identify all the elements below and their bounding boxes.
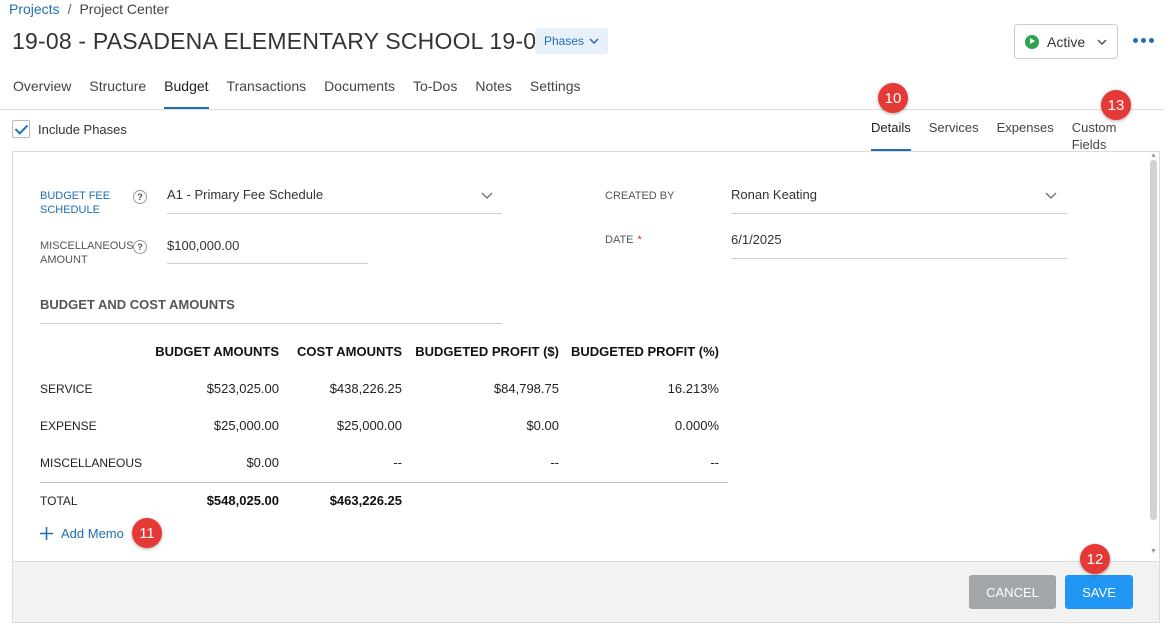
subtab-custom-fields[interactable]: Custom Fields	[1071, 120, 1117, 152]
status-dropdown[interactable]: Active	[1014, 24, 1118, 59]
tab-structure[interactable]: Structure	[89, 78, 147, 94]
scroll-down-icon[interactable]: ▼	[1150, 548, 1157, 555]
tab-transactions[interactable]: Transactions	[226, 78, 307, 94]
chevron-down-icon	[589, 38, 599, 44]
tab-settings[interactable]: Settings	[529, 78, 581, 94]
include-phases-label: Include Phases	[38, 121, 127, 137]
help-icon[interactable]: ?	[133, 190, 147, 204]
subtab-expenses[interactable]: Expenses	[996, 120, 1054, 135]
table-cell: --	[393, 455, 402, 470]
tab-overview[interactable]: Overview	[13, 78, 72, 94]
tab-documents[interactable]: Documents	[324, 78, 395, 94]
table-cell: --	[710, 455, 719, 470]
subtab-services[interactable]: Services	[928, 120, 979, 135]
add-memo-label: Add Memo	[61, 526, 124, 541]
col-header-profit-percent: BUDGETED PROFIT (%)	[570, 344, 719, 359]
budget-fee-schedule-select[interactable]: A1 - Primary Fee Schedule	[167, 187, 324, 202]
field-underline	[167, 213, 502, 214]
annotation-badge: 11	[132, 518, 162, 548]
play-status-icon	[1025, 34, 1039, 49]
misc-amount-input[interactable]: $100,000.00	[167, 238, 240, 253]
table-cell: $438,226.25	[329, 381, 402, 396]
created-by-select[interactable]: Ronan Keating	[731, 187, 818, 202]
table-cell: $523,025.00	[206, 381, 279, 396]
details-panel	[12, 151, 1160, 561]
breadcrumb: Projects / Project Center	[9, 0, 169, 18]
add-memo-button[interactable]: Add Memo	[40, 526, 124, 541]
col-header-cost: COST AMOUNTS	[297, 344, 402, 359]
table-cell: 0.000%	[674, 418, 719, 433]
date-input[interactable]: 6/1/2025	[731, 232, 782, 247]
field-underline	[731, 213, 1067, 214]
table-cell: 16.213%	[667, 381, 719, 396]
page-title: 19-08 - PASADENA ELEMENTARY SCHOOL 19-08	[12, 28, 550, 54]
cancel-button[interactable]: CANCEL	[969, 575, 1056, 609]
total-cost-amount: $463,226.25	[329, 493, 402, 508]
phases-dropdown-button[interactable]: Phases	[535, 28, 609, 54]
field-underline	[167, 263, 368, 264]
breadcrumb-separator: /	[67, 1, 72, 17]
budget-fee-schedule-label: BUDGET FEE SCHEDULE	[40, 190, 111, 216]
row-label-expense: EXPENSE	[40, 419, 97, 433]
plus-icon	[40, 527, 53, 540]
col-header-profit-dollars: BUDGETED PROFIT ($)	[415, 344, 559, 359]
panel-scrollbar[interactable]	[1150, 160, 1157, 520]
col-header-budget: BUDGET AMOUNTS	[155, 344, 279, 359]
breadcrumb-projects-link[interactable]: Projects	[9, 1, 60, 17]
include-phases-checkbox[interactable]	[12, 120, 30, 138]
total-budget-amount: $548,025.00	[206, 493, 279, 508]
help-icon[interactable]: ?	[133, 240, 147, 254]
status-label: Active	[1047, 33, 1086, 50]
table-cell: $0.00	[526, 418, 559, 433]
annotation-badge: 13	[1101, 90, 1131, 120]
field-underline	[731, 258, 1067, 259]
chevron-down-icon	[1097, 38, 1107, 45]
more-options-icon[interactable]	[1130, 30, 1156, 50]
tab-todos[interactable]: To-Dos	[412, 78, 458, 94]
breadcrumb-current: Project Center	[79, 1, 169, 17]
annotation-badge: 12	[1080, 544, 1110, 574]
budget-subtabs: Details Services Expenses Custom Fields	[871, 119, 1164, 152]
phases-label: Phases	[544, 34, 585, 48]
tab-notes[interactable]: Notes	[475, 78, 512, 94]
subtab-details[interactable]: Details	[871, 119, 911, 151]
row-label-service: SERVICE	[40, 382, 93, 396]
annotation-badge: 10	[878, 83, 908, 113]
include-phases-toggle[interactable]: Include Phases	[12, 120, 127, 138]
total-divider	[40, 482, 728, 483]
tab-budget[interactable]: Budget	[164, 76, 209, 109]
form-footer	[12, 561, 1160, 623]
created-by-label: CREATED BY	[605, 190, 675, 202]
table-cell: $84,798.75	[493, 381, 559, 396]
chevron-down-icon[interactable]	[481, 192, 493, 200]
chevron-down-icon[interactable]	[1045, 192, 1057, 200]
table-cell: $0.00	[246, 455, 279, 470]
budget-section-title: BUDGET AND COST AMOUNTS	[40, 297, 235, 312]
misc-amount-label: MISCELLANEOUS AMOUNT	[40, 240, 134, 266]
table-cell: --	[550, 455, 559, 470]
scroll-up-icon[interactable]: ▲	[1150, 152, 1157, 159]
section-divider	[40, 323, 502, 324]
tabs-divider	[0, 109, 1164, 110]
table-cell: $25,000.00	[213, 418, 279, 433]
table-cell: $25,000.00	[336, 418, 402, 433]
row-label-miscellaneous: MISCELLANEOUS	[40, 456, 143, 470]
date-label: DATE *	[605, 234, 642, 246]
main-tabs: Overview Structure Budget Transactions D…	[13, 76, 599, 109]
row-label-total: TOTAL	[40, 494, 78, 508]
save-button[interactable]: SAVE	[1065, 575, 1133, 609]
